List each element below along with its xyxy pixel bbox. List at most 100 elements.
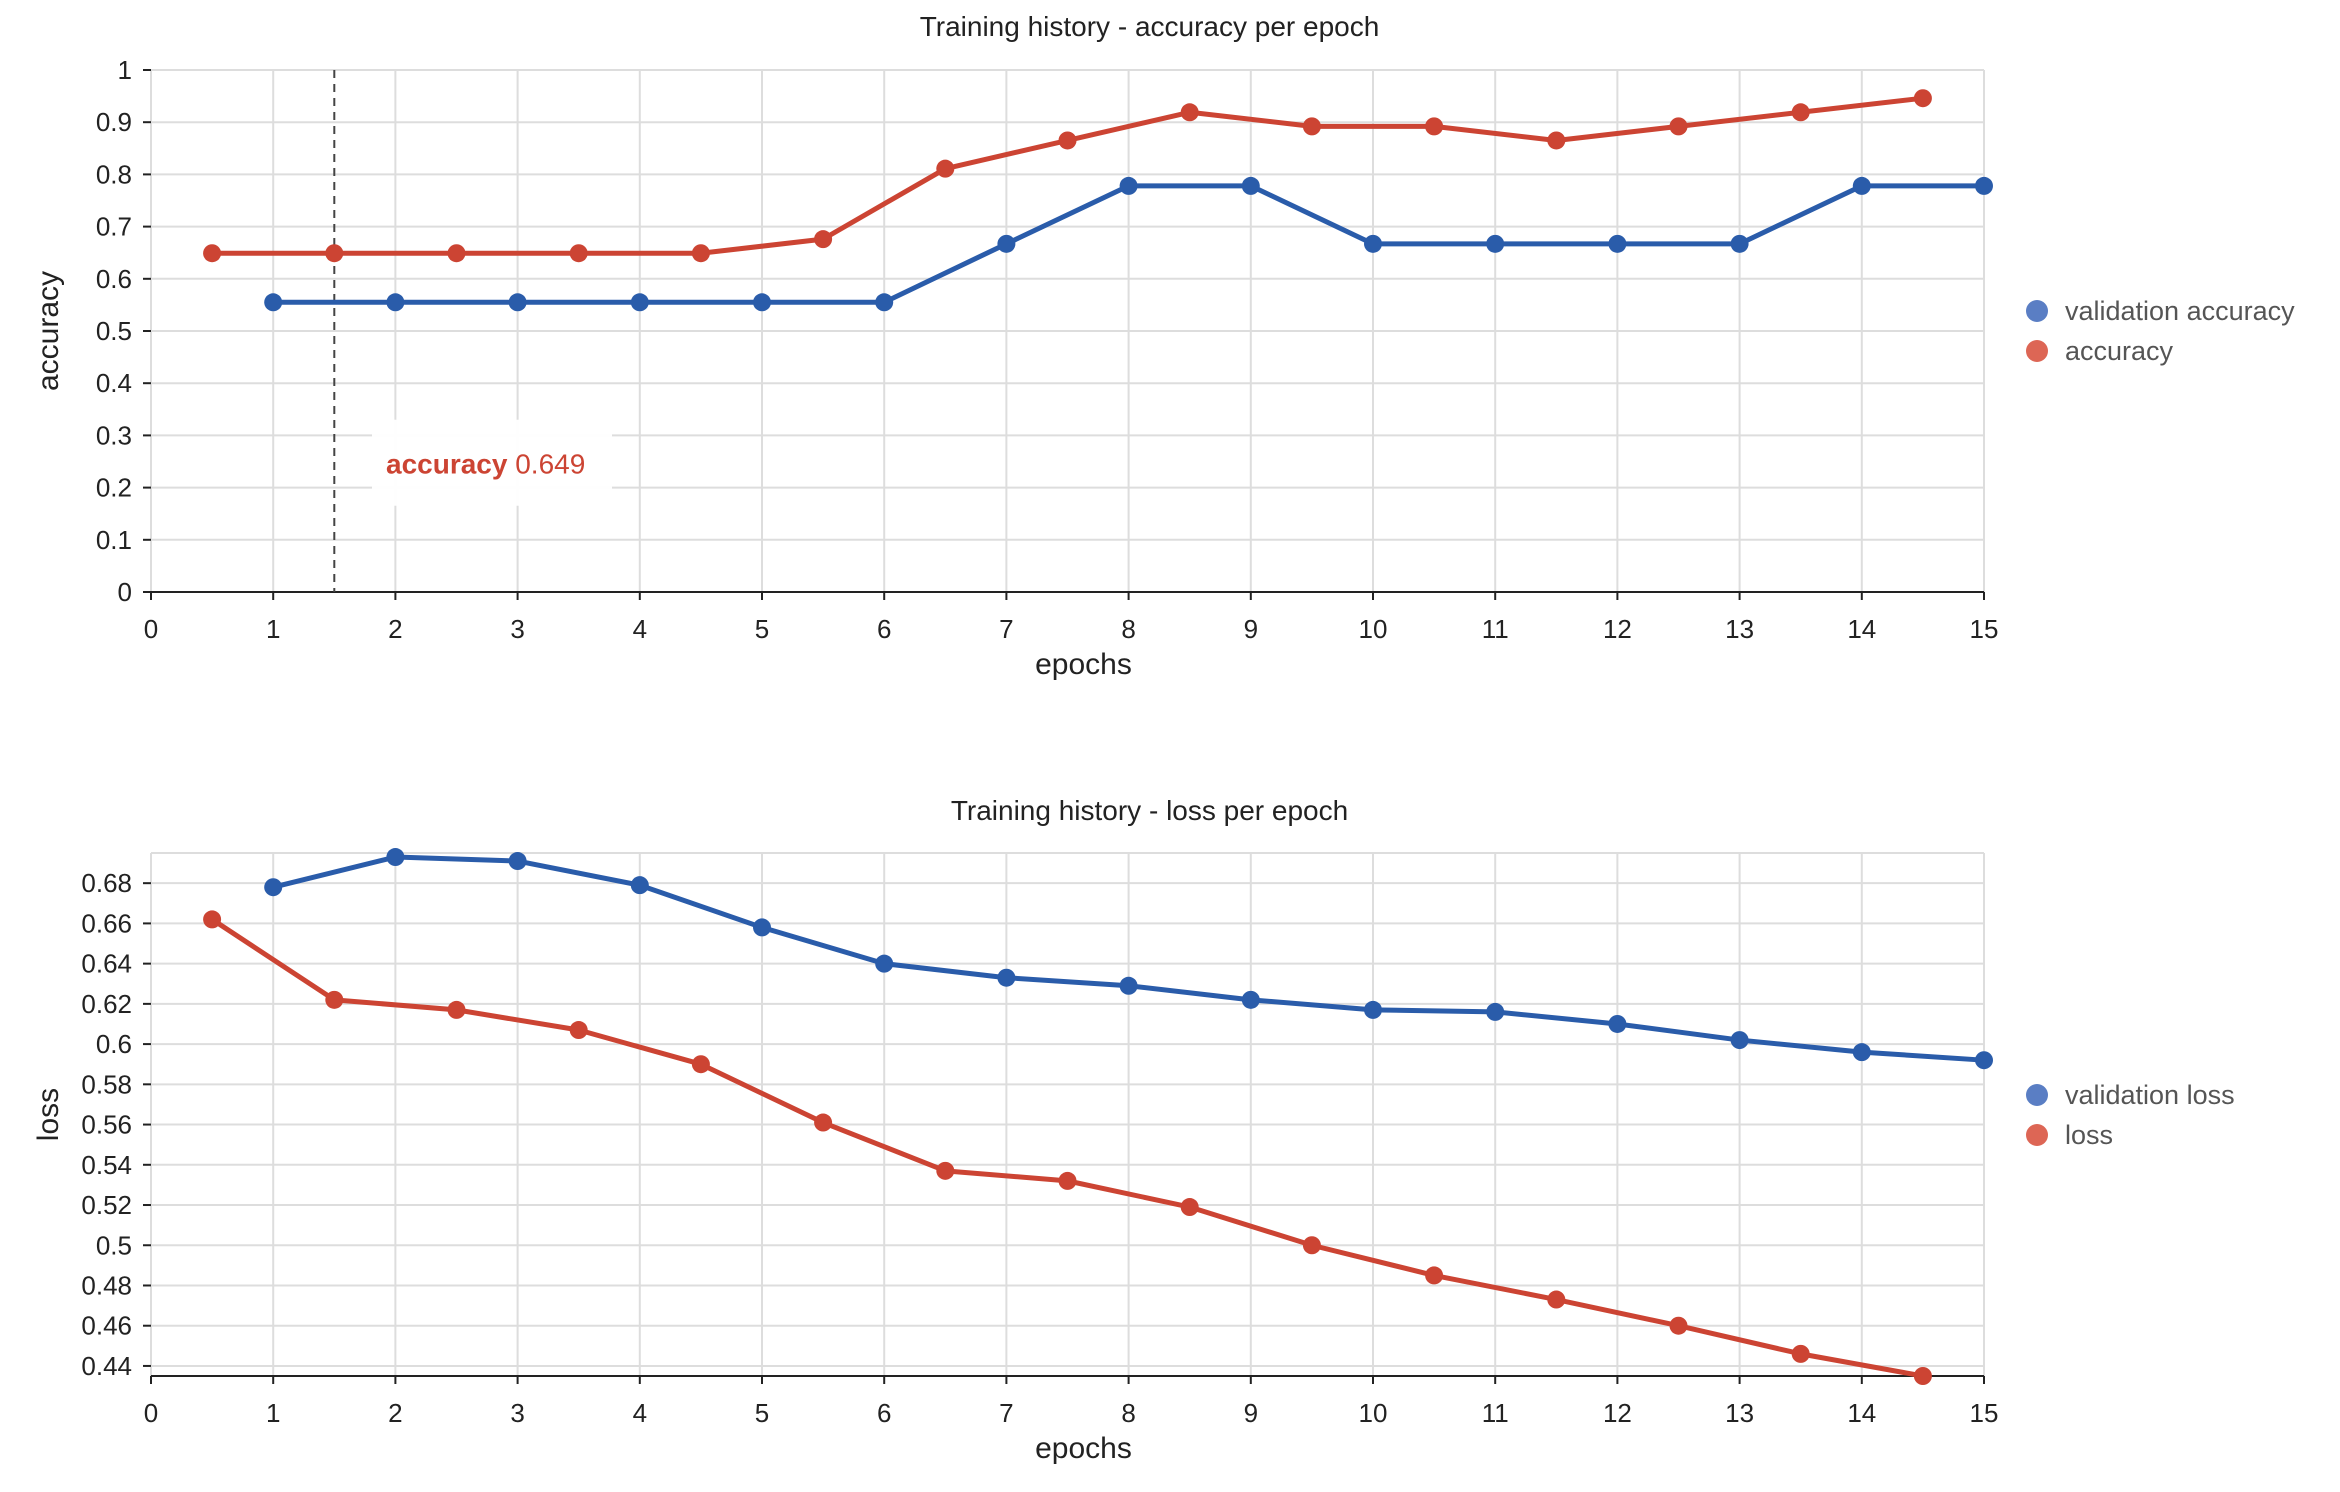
data-point[interactable] <box>691 1055 710 1074</box>
y-tick-label: 0.48 <box>81 1270 132 1300</box>
x-tick-label: 15 <box>1970 614 1999 644</box>
legend-label[interactable]: loss <box>2065 1120 2113 1150</box>
x-tick-label: 0 <box>144 1398 158 1428</box>
data-point[interactable] <box>691 244 710 263</box>
data-point[interactable] <box>936 1161 955 1180</box>
data-point[interactable] <box>1608 1014 1627 1033</box>
data-point[interactable] <box>569 1021 588 1040</box>
data-point[interactable] <box>997 968 1016 987</box>
data-point[interactable] <box>447 244 466 263</box>
y-tick-label: 1 <box>118 55 132 85</box>
x-tick-label: 14 <box>1847 1398 1876 1428</box>
data-point[interactable] <box>386 848 405 867</box>
data-point[interactable] <box>1913 1367 1932 1385</box>
data-point[interactable] <box>325 244 344 263</box>
x-tick-label: 4 <box>633 1398 647 1428</box>
x-tick-label: 1 <box>266 614 280 644</box>
data-point[interactable] <box>1180 103 1199 122</box>
x-tick-label: 8 <box>1121 1398 1135 1428</box>
y-tick-label: 0.44 <box>81 1351 132 1381</box>
data-point[interactable] <box>1058 1171 1077 1190</box>
data-point[interactable] <box>814 1113 833 1132</box>
legend-label[interactable]: validation accuracy <box>2065 296 2295 326</box>
tooltip-series-name: accuracy <box>386 449 515 480</box>
series-accuracy <box>203 89 1932 263</box>
data-point[interactable] <box>264 878 283 897</box>
data-point[interactable] <box>875 954 894 973</box>
data-point[interactable] <box>1669 1316 1688 1335</box>
data-point[interactable] <box>1241 176 1260 195</box>
data-point[interactable] <box>386 293 405 312</box>
x-tick-label: 13 <box>1725 614 1754 644</box>
data-point[interactable] <box>447 1000 466 1019</box>
data-point[interactable] <box>1302 1236 1321 1255</box>
data-point[interactable] <box>1364 1000 1382 1019</box>
data-point[interactable] <box>1852 1043 1871 1062</box>
data-point[interactable] <box>997 234 1016 253</box>
data-point[interactable] <box>1791 103 1810 122</box>
data-point[interactable] <box>1975 176 1993 195</box>
legend-marker[interactable] <box>2026 1124 2048 1146</box>
data-point[interactable] <box>753 918 771 937</box>
data-point[interactable] <box>1302 117 1321 136</box>
x-tick-label: 3 <box>510 1398 524 1428</box>
x-tick-label: 12 <box>1603 614 1632 644</box>
data-point[interactable] <box>1852 176 1871 195</box>
legend-label[interactable]: accuracy <box>2065 336 2174 366</box>
x-tick-label: 6 <box>877 614 891 644</box>
data-point[interactable] <box>1486 234 1505 253</box>
data-point[interactable] <box>630 876 649 895</box>
y-tick-label: 0.8 <box>96 159 132 189</box>
x-tick-label: 4 <box>633 614 647 644</box>
data-point[interactable] <box>1547 131 1566 150</box>
y-tick-label: 0.54 <box>81 1150 132 1180</box>
data-point[interactable] <box>936 159 955 178</box>
data-point[interactable] <box>1364 234 1382 253</box>
data-point[interactable] <box>1180 1198 1199 1217</box>
data-point[interactable] <box>814 230 833 249</box>
data-point[interactable] <box>1608 234 1627 253</box>
data-point[interactable] <box>264 293 283 312</box>
x-tick-label: 7 <box>999 1398 1013 1428</box>
y-tick-label: 0.6 <box>96 1029 132 1059</box>
data-point[interactable] <box>1058 131 1077 150</box>
y-tick-label: 0.9 <box>96 107 132 137</box>
data-point[interactable] <box>1425 117 1444 136</box>
legend-marker[interactable] <box>2026 300 2048 322</box>
y-axis-label: loss <box>32 1088 65 1141</box>
data-point[interactable] <box>508 293 527 312</box>
data-point[interactable] <box>1486 1002 1505 1021</box>
data-point[interactable] <box>1730 1031 1749 1050</box>
data-point[interactable] <box>875 293 894 312</box>
y-tick-label: 0.5 <box>96 316 132 346</box>
data-point[interactable] <box>1730 234 1749 253</box>
data-point[interactable] <box>1975 1051 1993 1070</box>
data-point[interactable] <box>1669 117 1688 136</box>
legend-marker[interactable] <box>2026 1084 2048 1106</box>
x-tick-label: 5 <box>755 1398 769 1428</box>
data-point[interactable] <box>1913 89 1932 108</box>
data-point[interactable] <box>753 293 771 312</box>
data-point[interactable] <box>203 910 222 929</box>
y-axis-label: accuracy <box>32 271 65 391</box>
data-point[interactable] <box>1119 176 1138 195</box>
data-point[interactable] <box>508 852 527 871</box>
data-point[interactable] <box>1791 1344 1810 1363</box>
data-point[interactable] <box>1425 1266 1444 1285</box>
data-point[interactable] <box>630 293 649 312</box>
data-point[interactable] <box>325 990 344 1009</box>
legend-label[interactable]: validation loss <box>2065 1080 2235 1110</box>
x-tick-label: 14 <box>1847 614 1876 644</box>
x-tick-label: 5 <box>755 614 769 644</box>
data-point[interactable] <box>1119 976 1138 995</box>
data-point[interactable] <box>203 244 222 263</box>
chart-title: Training history - accuracy per epoch <box>920 11 1380 42</box>
data-point[interactable] <box>1547 1290 1566 1309</box>
y-tick-label: 0.62 <box>81 989 132 1019</box>
data-point[interactable] <box>1241 990 1260 1009</box>
data-point[interactable] <box>569 244 588 263</box>
legend-marker[interactable] <box>2026 340 2048 362</box>
y-tick-label: 0.7 <box>96 212 132 242</box>
